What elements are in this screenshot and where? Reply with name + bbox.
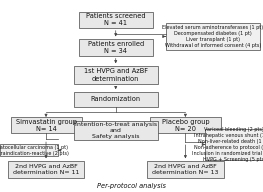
Text: Elevated serum aminotransferases (1 pt)
Decompensated diabetes (1 pt)
Liver tran: Elevated serum aminotransferases (1 pt) … xyxy=(163,25,263,48)
FancyBboxPatch shape xyxy=(150,117,221,133)
Text: Simvastatin group
N= 14: Simvastatin group N= 14 xyxy=(16,119,77,132)
Text: 1st HVPG and AzBF
determination: 1st HVPG and AzBF determination xyxy=(84,68,148,82)
Text: Patients screened
N = 41: Patients screened N = 41 xyxy=(86,13,145,26)
FancyBboxPatch shape xyxy=(74,92,158,107)
Text: Variceal bleeding (2 pts)
Intrahepatic venous shunt (1 pt)
Non-liver-related dea: Variceal bleeding (2 pts) Intrahepatic v… xyxy=(191,127,263,162)
FancyBboxPatch shape xyxy=(79,39,153,56)
Text: Randomization: Randomization xyxy=(91,96,141,102)
FancyBboxPatch shape xyxy=(0,144,58,156)
FancyBboxPatch shape xyxy=(74,121,158,140)
FancyBboxPatch shape xyxy=(11,117,82,133)
Text: Patients enrolled
N = 34: Patients enrolled N = 34 xyxy=(88,41,144,54)
Text: Intention-to-treat analysis
and
Safety analysis: Intention-to-treat analysis and Safety a… xyxy=(75,122,157,139)
Text: 2nd HVPG and AzBF
determination N= 11: 2nd HVPG and AzBF determination N= 11 xyxy=(13,164,79,175)
FancyBboxPatch shape xyxy=(205,129,263,160)
FancyBboxPatch shape xyxy=(147,161,224,178)
FancyBboxPatch shape xyxy=(79,12,153,28)
Text: Per-protocol analysis: Per-protocol analysis xyxy=(97,183,166,189)
Text: Placebo group
N= 20: Placebo group N= 20 xyxy=(161,119,209,132)
Text: Hepatocellular carcinoma (1 pt)
Contraindication-reactive (2 pts): Hepatocellular carcinoma (1 pt) Contrain… xyxy=(0,145,69,156)
FancyBboxPatch shape xyxy=(166,23,260,50)
Text: 2nd HVPG and AzBF
determination N= 13: 2nd HVPG and AzBF determination N= 13 xyxy=(152,164,219,175)
FancyBboxPatch shape xyxy=(8,161,84,178)
FancyBboxPatch shape xyxy=(74,66,158,84)
